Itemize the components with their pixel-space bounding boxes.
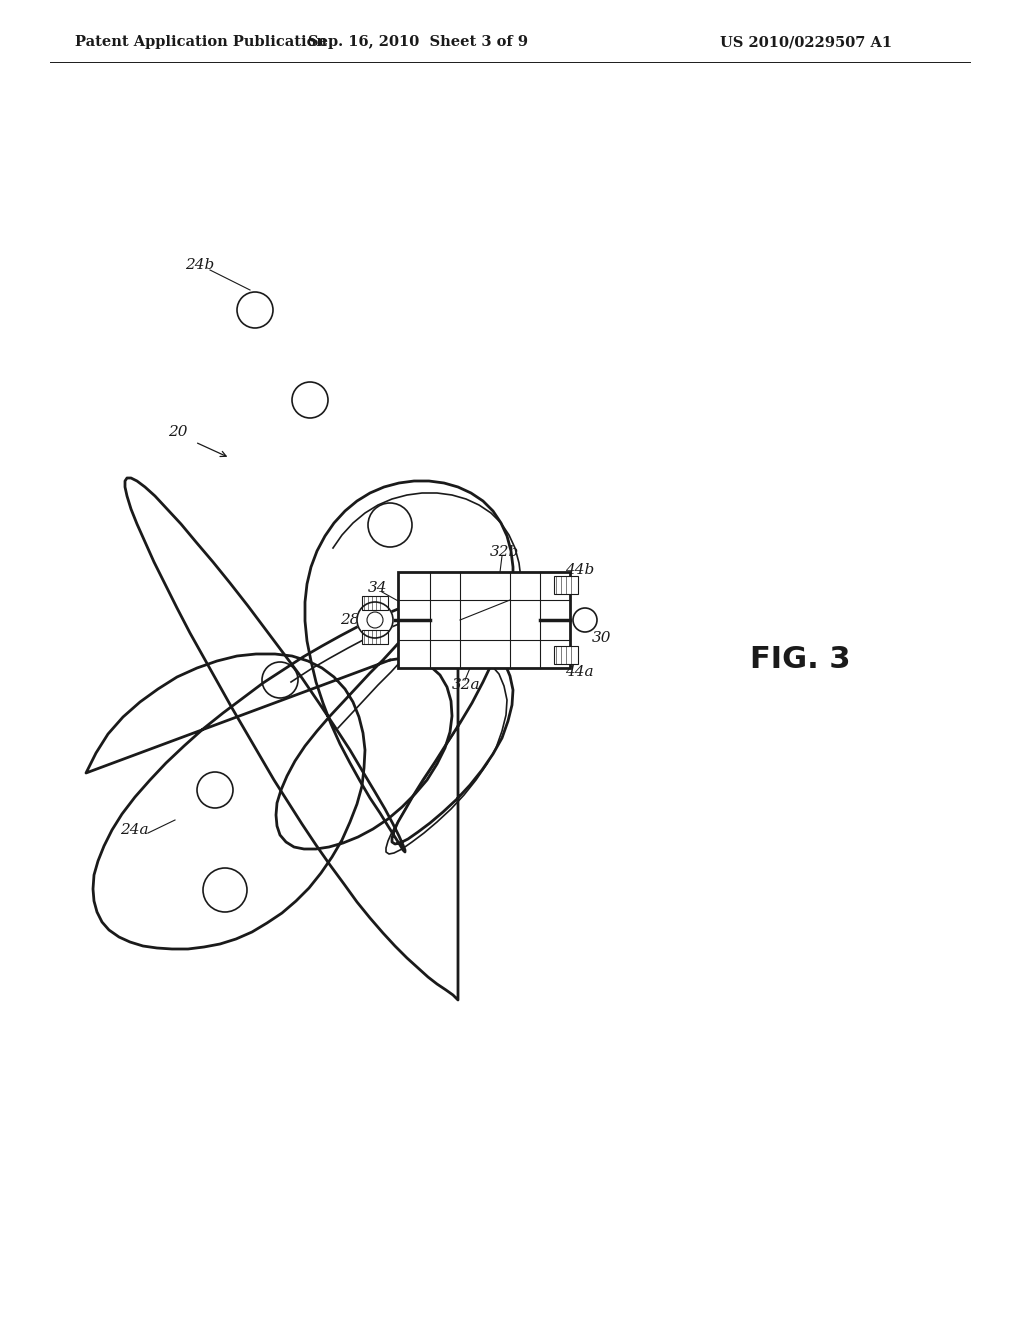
Text: 44b: 44b bbox=[565, 564, 594, 577]
Text: 28: 28 bbox=[340, 612, 359, 627]
FancyBboxPatch shape bbox=[362, 630, 388, 644]
Text: 24b: 24b bbox=[185, 257, 214, 272]
Text: FIG. 3: FIG. 3 bbox=[750, 645, 850, 675]
Text: US 2010/0229507 A1: US 2010/0229507 A1 bbox=[720, 36, 892, 49]
FancyBboxPatch shape bbox=[554, 576, 578, 594]
FancyBboxPatch shape bbox=[554, 645, 578, 664]
Text: Patent Application Publication: Patent Application Publication bbox=[75, 36, 327, 49]
Text: Sep. 16, 2010  Sheet 3 of 9: Sep. 16, 2010 Sheet 3 of 9 bbox=[308, 36, 528, 49]
Text: 24a: 24a bbox=[120, 822, 148, 837]
Text: 34: 34 bbox=[368, 581, 387, 595]
Text: 32a: 32a bbox=[452, 678, 480, 692]
Text: 44a: 44a bbox=[565, 665, 594, 678]
Text: 30: 30 bbox=[592, 631, 611, 645]
FancyBboxPatch shape bbox=[398, 572, 570, 668]
FancyBboxPatch shape bbox=[362, 597, 388, 610]
Circle shape bbox=[357, 602, 393, 638]
Text: 32b: 32b bbox=[490, 545, 519, 558]
Circle shape bbox=[573, 609, 597, 632]
Text: 20: 20 bbox=[168, 425, 187, 440]
